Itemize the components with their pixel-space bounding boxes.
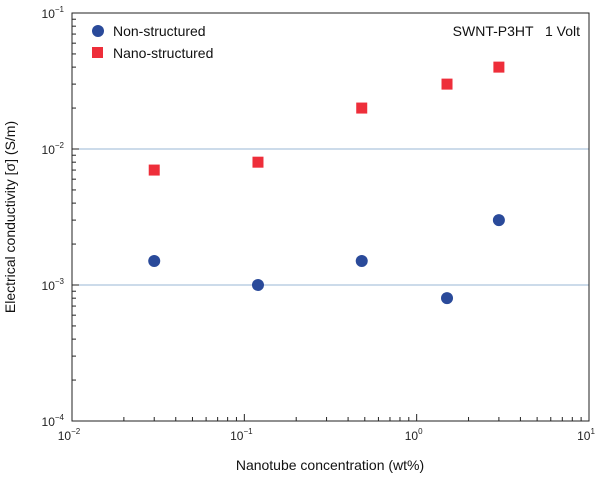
data-point-non-structured <box>492 214 505 227</box>
data-point-non-structured <box>251 279 264 291</box>
chart-annotation: SWNT-P3HT 1 Volt <box>453 23 580 39</box>
data-marks <box>148 61 505 305</box>
grid-layer <box>72 148 589 286</box>
x-tick-label: 10−2 <box>58 427 81 443</box>
data-point-non-structured <box>441 292 454 305</box>
data-point-nano-structured <box>148 164 160 176</box>
legend-label-nano-structured: Nano-structured <box>113 45 213 61</box>
data-point-non-structured <box>148 255 161 268</box>
data-point-nano-structured <box>441 78 453 90</box>
y-tick-label: 10−1 <box>42 5 65 21</box>
data-point-nano-structured <box>493 61 505 73</box>
x-tick-label: 10−1 <box>230 427 253 443</box>
data-point-nano-structured <box>356 102 368 114</box>
x-axis-title: Nanotube concentration (wt%) <box>236 457 424 473</box>
x-tick-label: 101 <box>577 427 595 443</box>
legend-marker-nano-structured <box>92 47 103 58</box>
y-tick-label: 10−2 <box>42 141 65 157</box>
data-point-non-structured <box>355 255 368 268</box>
y-tick-label: 10−3 <box>42 277 65 293</box>
legend-label-non-structured: Non-structured <box>113 23 206 39</box>
legend: Non-structured Nano-structured <box>92 23 213 61</box>
data-point-nano-structured <box>252 156 264 168</box>
legend-marker-non-structured <box>92 25 104 37</box>
y-tick-label: 10−4 <box>42 413 65 429</box>
y-axis-title: Electrical conductivity [σ] (S/m) <box>2 121 18 313</box>
plot-frame <box>71 12 590 422</box>
tick-layer <box>71 12 590 422</box>
x-tick-label: 100 <box>405 427 423 443</box>
tick-label-layer: 10−2 10−1 100 101 10−4 10−3 10−2 10−1 <box>42 5 596 443</box>
